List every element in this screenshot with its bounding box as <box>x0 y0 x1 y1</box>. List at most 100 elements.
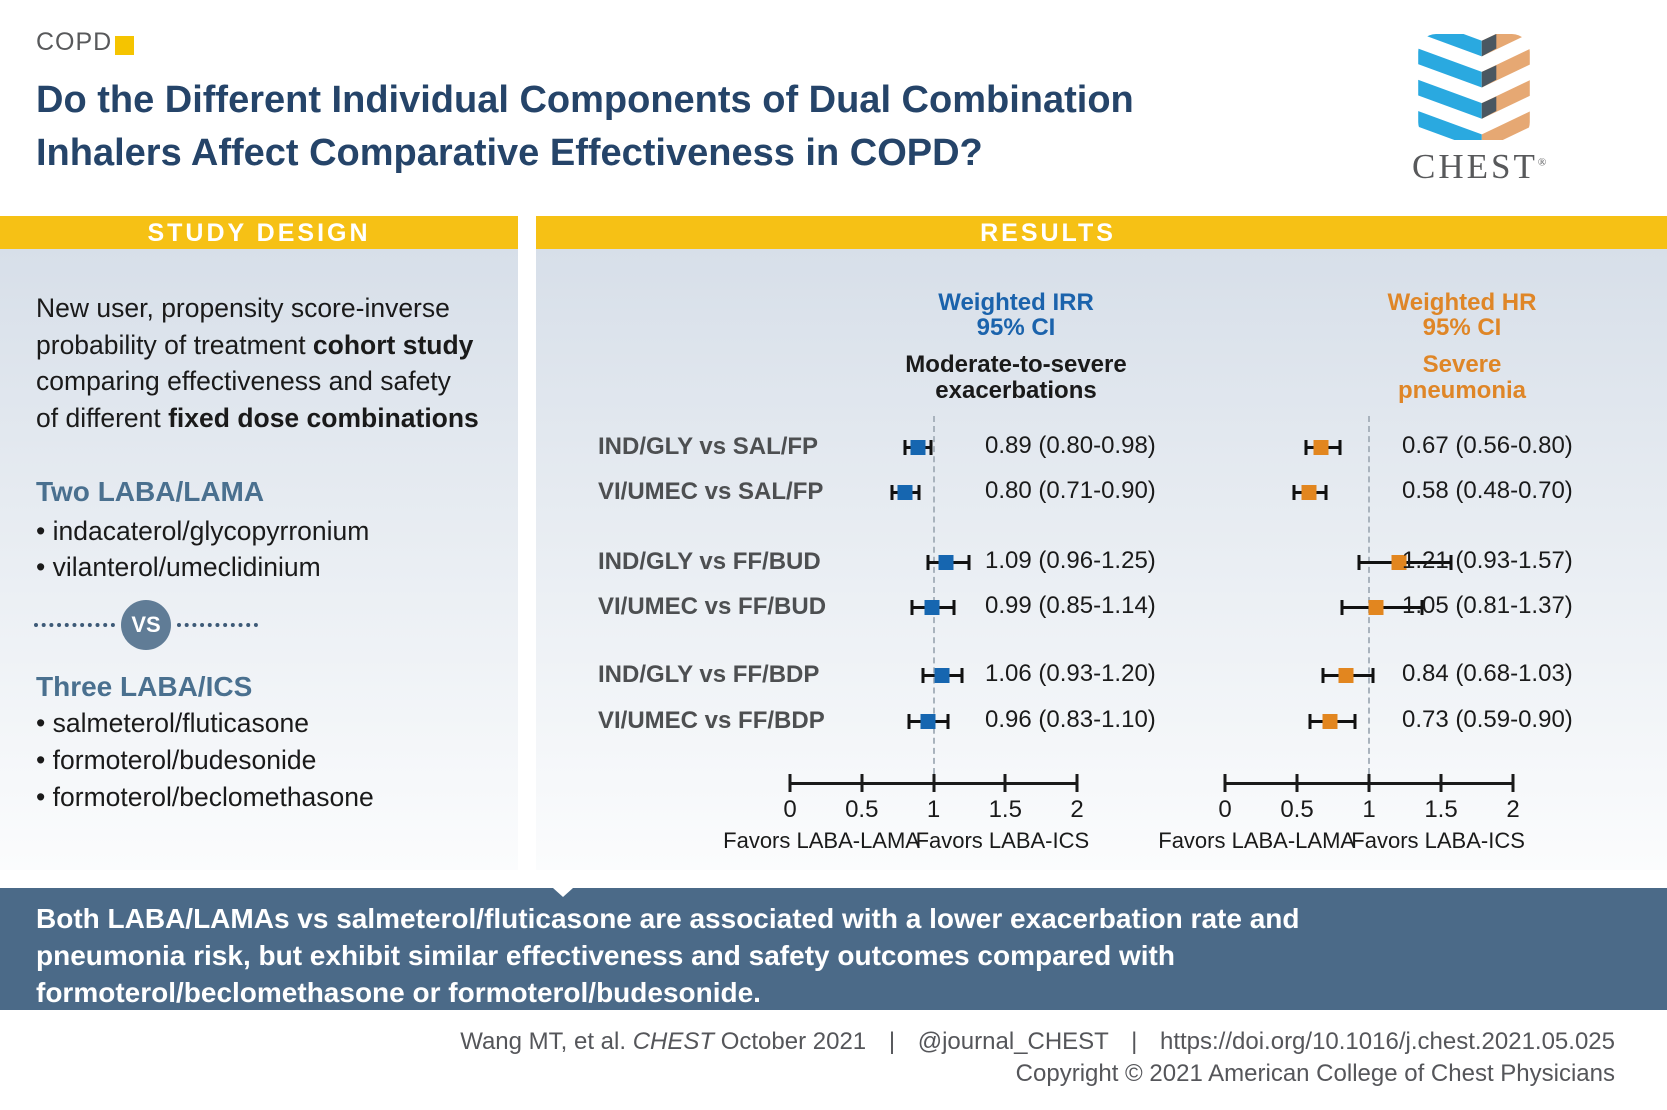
group2-heading: Three LABA/ICS <box>36 671 253 702</box>
ci-cap-low <box>926 554 930 570</box>
axis-tick-label: 0 <box>1218 796 1232 823</box>
forest-plot-exacerbations: 0 0.5 1 1.5 2 Favors LABA-LAMA Favors LABA-ICS <box>723 398 1089 858</box>
list-item: indacaterol/glycopyrronium <box>36 513 370 549</box>
doi-link[interactable]: https://doi.org/10.1016/j.chest.2021.05.… <box>1159 1028 1615 1055</box>
results-panel <box>536 249 1667 870</box>
ci-cap-low <box>1321 667 1325 683</box>
chest-logo: CHEST® <box>1412 34 1550 187</box>
separator: | <box>1131 1028 1138 1055</box>
point-estimate-marker <box>1368 599 1384 615</box>
ci-cap-high <box>1371 667 1375 683</box>
ci-cap-high <box>917 484 921 500</box>
estimate-value: 0.96 (0.83-1.10) <box>985 706 1156 733</box>
ci-cap-high <box>960 667 964 683</box>
axis-tick <box>788 774 792 792</box>
axis-tick-label: 1 <box>926 796 941 823</box>
ci-cap-high <box>946 713 950 729</box>
hr-outcome-line2: pneumonia <box>1397 377 1527 404</box>
group2-list: salmeterol/fluticasone formoterol/budeso… <box>36 705 374 816</box>
intro-line4: of different fixed dose combinations <box>36 402 479 433</box>
axis-tick <box>1003 774 1007 792</box>
copyright: Copyright © 2021 American College of Che… <box>1015 1060 1615 1087</box>
list-item: formoterol/budesonide <box>36 742 374 779</box>
results-bar <box>536 216 1667 249</box>
citation: Wang MT, et al. CHEST October 2021 | @jo… <box>460 1028 1615 1056</box>
axis-tick <box>1295 774 1299 792</box>
category-marker-square <box>115 36 134 55</box>
point-estimate-marker <box>1391 554 1407 570</box>
ci-cap-high <box>967 554 971 570</box>
axis-tick <box>932 774 935 792</box>
estimate-value: 1.21 (0.93-1.57) <box>1402 547 1573 574</box>
irr-column-header: Weighted IRR 95% CI <box>938 290 1094 340</box>
axis-tick <box>1223 774 1227 792</box>
group1-list: indacaterol/glycopyrronium vilanterol/um… <box>36 513 370 585</box>
estimate-value: 0.84 (0.68-1.03) <box>1402 660 1573 687</box>
page-title-line2: Inhalers Affect Comparative Effectivenes… <box>36 132 983 174</box>
conclusion-line2: pneumonia risk, but exhibit similar effe… <box>36 940 1175 971</box>
axis-tick <box>1367 774 1371 792</box>
intro-line1: New user, propensity score-inverse <box>36 293 450 323</box>
study-description: New user, propensity score-inverse proba… <box>36 290 479 436</box>
list-item: vilanterol/umeclidinium <box>36 549 369 585</box>
study-design-title: STUDY DESIGN <box>147 219 371 247</box>
ci-cap-low <box>1292 484 1296 500</box>
comparison-label: IND/GLY vs FF/BDP <box>598 661 820 688</box>
citation-journal: CHEST <box>632 1028 715 1055</box>
estimate-value: 0.58 (0.48-0.70) <box>1402 477 1573 504</box>
axis-tick-label: 1 <box>1362 796 1376 823</box>
conclusion-banner <box>0 888 1667 1010</box>
axis-tick-label: 1.5 <box>1424 796 1458 823</box>
axis-tick-label: 2 <box>1070 796 1084 823</box>
point-estimate-marker <box>910 439 926 455</box>
hr-outcome-label: Severe pneumonia <box>1398 352 1526 404</box>
irr-header-line2: 95% CI <box>976 314 1056 341</box>
favors-left-label: Favors LABA-LAMA <box>723 828 920 853</box>
chest-wordmark: CHEST® <box>1412 147 1550 186</box>
ci-cap-high <box>952 599 956 615</box>
comparison-label: VI/UMEC vs FF/BUD <box>598 593 827 620</box>
estimate-value: 0.99 (0.85-1.14) <box>985 592 1156 619</box>
comparison-label: IND/GLY vs SAL/FP <box>598 433 819 460</box>
hr-header-line2: 95% CI <box>1422 314 1502 341</box>
estimate-value: 1.09 (0.96-1.25) <box>985 547 1156 574</box>
axis-tick <box>860 774 864 792</box>
separator: | <box>888 1028 896 1055</box>
comparison-label: IND/GLY vs FF/BUD <box>598 548 821 575</box>
point-estimate-marker <box>920 713 936 729</box>
ci-cap-low <box>1308 713 1312 729</box>
ci-cap-high <box>929 439 933 455</box>
ci-cap-high <box>1324 484 1328 500</box>
citation-date: October 2021 <box>720 1028 867 1055</box>
favors-right-label: Favors LABA-ICS <box>1351 828 1525 853</box>
study-design-bar <box>0 216 518 249</box>
estimate-value: 0.80 (0.71-0.90) <box>985 477 1156 504</box>
hr-column-header: Weighted HR 95% CI <box>1388 290 1537 340</box>
irr-header-line1: Weighted IRR <box>938 289 1094 316</box>
results-title: RESULTS <box>980 219 1116 247</box>
irr-outcome-line1: Moderate-to-severe <box>905 351 1127 378</box>
favors-left-label: Favors LABA-LAMA <box>1158 828 1356 853</box>
ci-cap-low <box>890 484 894 500</box>
forest-row-labels: IND/GLY vs SAL/FP VI/UMEC vs SAL/FP IND/GL… <box>598 398 848 758</box>
irr-outcome-line2: exacerbations <box>935 377 1097 404</box>
axis-tick-label: 0 <box>783 796 797 823</box>
point-estimate-marker <box>1338 667 1354 683</box>
ci-cap-high <box>1420 599 1424 615</box>
ci-cap-high <box>1353 713 1357 729</box>
category-label: COPD <box>36 28 113 56</box>
axis-tick-label: 0.5 <box>1280 796 1314 823</box>
estimate-value: 1.06 (0.93-1.20) <box>985 660 1156 687</box>
citation-author: Wang MT, et al. <box>460 1028 627 1055</box>
registered-mark: ® <box>1537 156 1550 169</box>
point-estimate-marker <box>1322 713 1338 729</box>
list-item: formoterol/beclomethasone <box>36 779 374 816</box>
point-estimate-marker <box>897 484 913 500</box>
hr-header-line1: Weighted HR <box>1387 289 1537 316</box>
dotted-line <box>34 623 115 627</box>
axis-tick-label: 0.5 <box>845 796 879 823</box>
ci-cap-high <box>1338 439 1342 455</box>
conclusion-line3: formoterol/beclomethasone or formoterol/… <box>36 977 761 1008</box>
chest-ribbon-icon <box>1418 34 1530 140</box>
